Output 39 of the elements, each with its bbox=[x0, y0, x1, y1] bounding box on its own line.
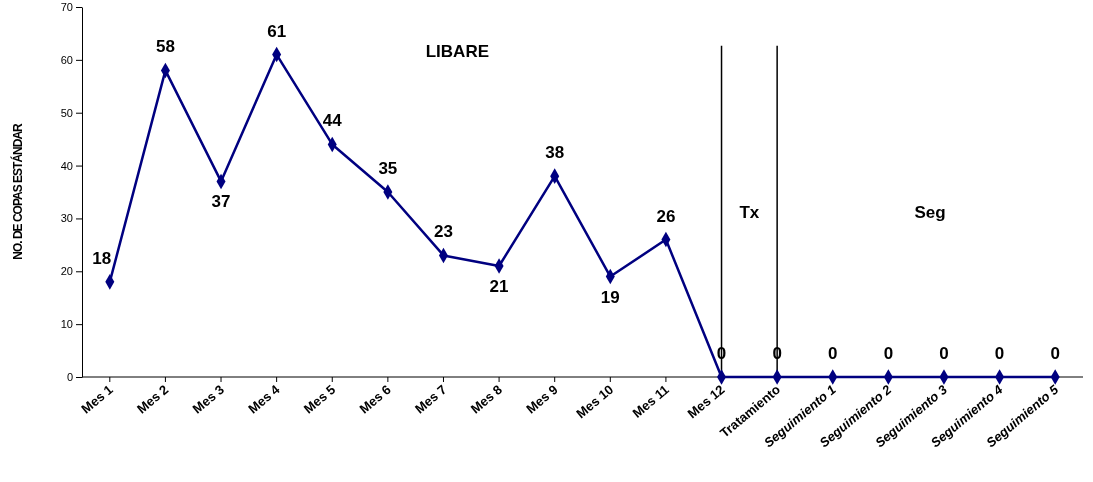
data-label: 0 bbox=[828, 344, 838, 363]
y-tick-label: 30 bbox=[60, 212, 73, 225]
x-tick-label: Mes 4 bbox=[245, 381, 284, 417]
data-label: 44 bbox=[322, 111, 343, 131]
data-label: 0 bbox=[939, 344, 949, 363]
data-label: 19 bbox=[600, 287, 620, 307]
x-tick-label: Mes 9 bbox=[523, 381, 561, 417]
annotation: Tx bbox=[739, 202, 760, 222]
x-tick-label: Mes 3 bbox=[189, 381, 227, 417]
x-tick-label: Mes 5 bbox=[300, 381, 339, 417]
x-tick-label: Mes 10 bbox=[573, 381, 617, 422]
data-label: 0 bbox=[883, 344, 894, 363]
y-tick-label: 20 bbox=[60, 265, 73, 278]
data-label: 18 bbox=[92, 248, 112, 268]
data-label: 26 bbox=[656, 206, 676, 226]
x-tick-label: Mes 1 bbox=[78, 381, 116, 417]
x-tick-label: Mes 6 bbox=[356, 381, 394, 417]
data-label: 35 bbox=[378, 159, 398, 178]
y-axis-title: NO. DE COPAS ESTÁNDAR bbox=[10, 122, 25, 260]
y-tick-label: 40 bbox=[60, 159, 73, 172]
data-label: 61 bbox=[267, 21, 287, 41]
y-tick-label: 70 bbox=[60, 1, 73, 14]
y-tick-label: 60 bbox=[60, 53, 73, 66]
y-tick-label: 50 bbox=[60, 106, 73, 119]
data-label: 37 bbox=[211, 192, 231, 212]
data-label: 21 bbox=[489, 277, 509, 296]
annotation: Seg bbox=[914, 202, 946, 222]
x-tick-label: Mes 7 bbox=[412, 381, 450, 417]
y-tick-label: 0 bbox=[66, 371, 73, 384]
data-label: 0 bbox=[1050, 344, 1060, 363]
data-label: 23 bbox=[434, 222, 453, 242]
x-tick-label: Mes 11 bbox=[629, 381, 672, 421]
data-label: 0 bbox=[994, 344, 1005, 363]
x-tick-label: Mes 8 bbox=[467, 381, 506, 417]
x-tick-label: Mes 2 bbox=[134, 381, 172, 417]
y-tick-label: 10 bbox=[60, 318, 73, 331]
annotation: LIBARE bbox=[425, 42, 490, 61]
data-label: 38 bbox=[545, 143, 565, 163]
data-label: 58 bbox=[155, 37, 175, 57]
